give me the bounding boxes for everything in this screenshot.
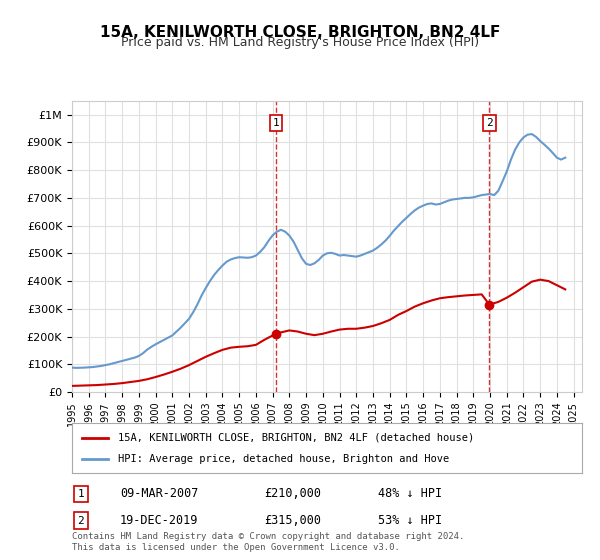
Text: 09-MAR-2007: 09-MAR-2007	[120, 487, 199, 501]
Text: Price paid vs. HM Land Registry's House Price Index (HPI): Price paid vs. HM Land Registry's House …	[121, 36, 479, 49]
Text: Contains HM Land Registry data © Crown copyright and database right 2024.
This d: Contains HM Land Registry data © Crown c…	[72, 532, 464, 552]
Text: 2: 2	[77, 516, 85, 526]
Text: 19-DEC-2019: 19-DEC-2019	[120, 514, 199, 528]
Text: £315,000: £315,000	[264, 514, 321, 528]
Text: 1: 1	[272, 118, 279, 128]
Text: 15A, KENILWORTH CLOSE, BRIGHTON, BN2 4LF: 15A, KENILWORTH CLOSE, BRIGHTON, BN2 4LF	[100, 25, 500, 40]
Text: HPI: Average price, detached house, Brighton and Hove: HPI: Average price, detached house, Brig…	[118, 454, 449, 464]
Text: 1: 1	[77, 489, 85, 499]
Text: 53% ↓ HPI: 53% ↓ HPI	[378, 514, 442, 528]
Text: £210,000: £210,000	[264, 487, 321, 501]
Text: 48% ↓ HPI: 48% ↓ HPI	[378, 487, 442, 501]
Text: 15A, KENILWORTH CLOSE, BRIGHTON, BN2 4LF (detached house): 15A, KENILWORTH CLOSE, BRIGHTON, BN2 4LF…	[118, 433, 474, 443]
Text: 2: 2	[486, 118, 493, 128]
